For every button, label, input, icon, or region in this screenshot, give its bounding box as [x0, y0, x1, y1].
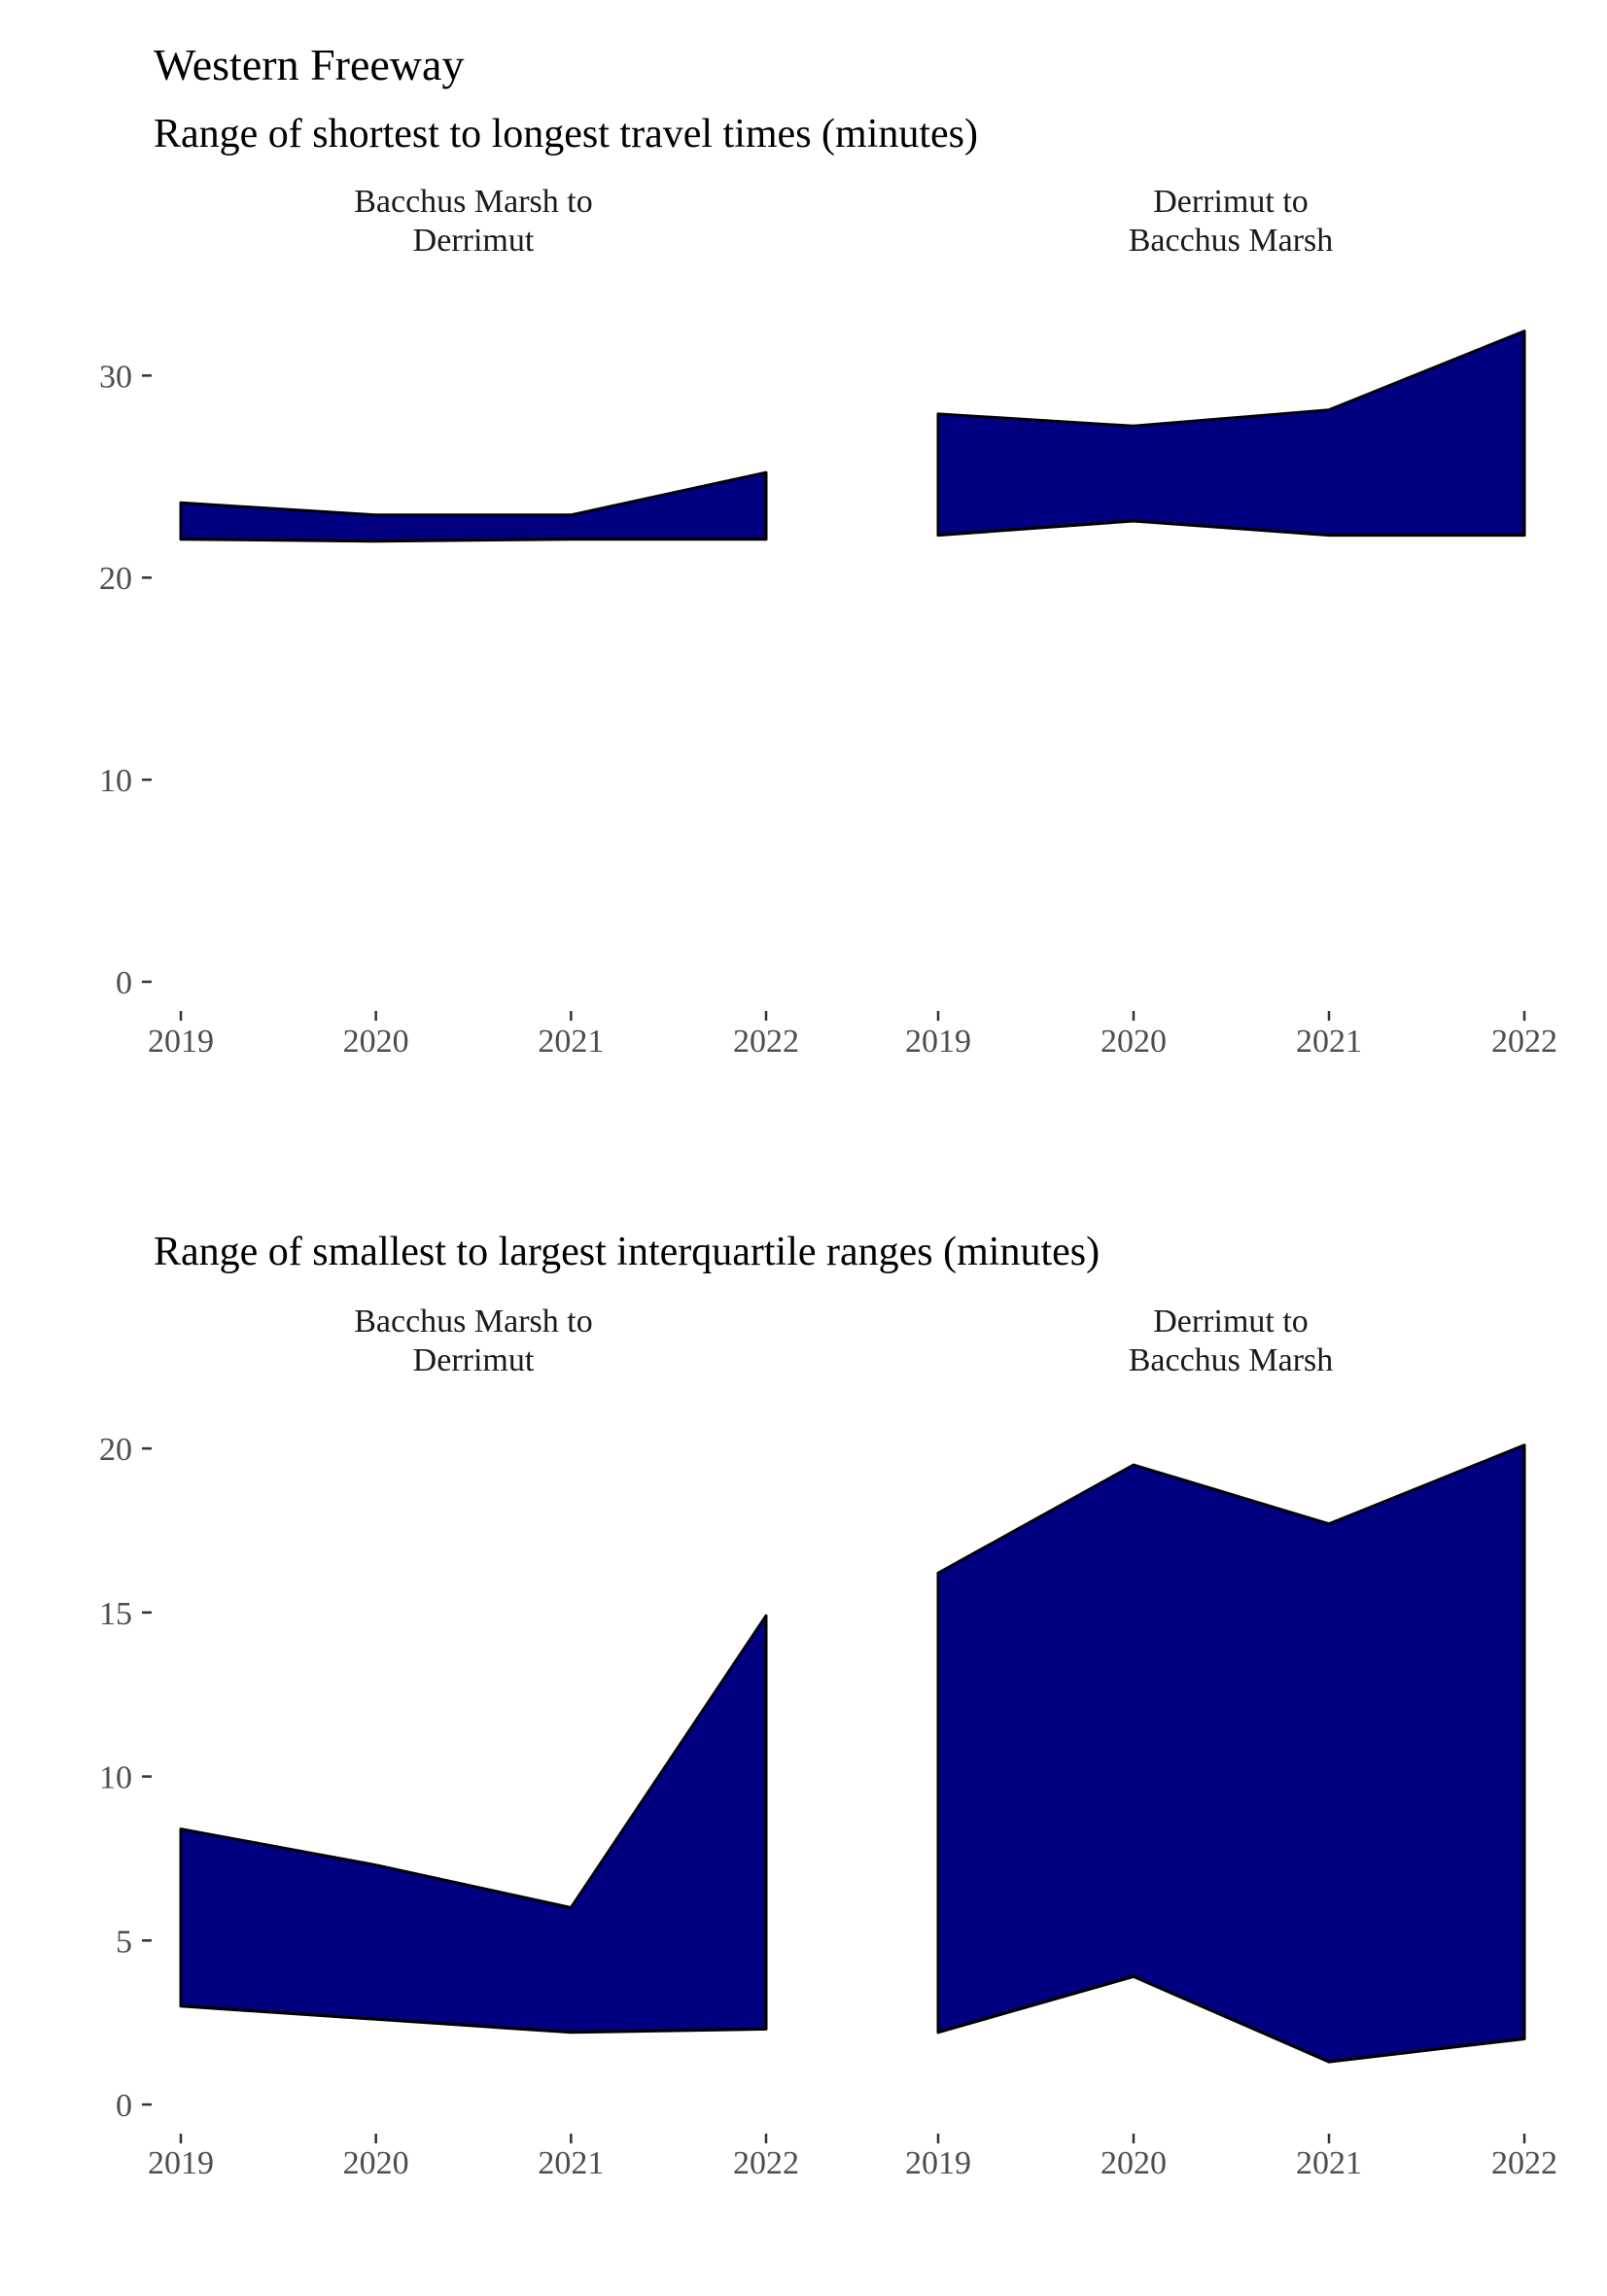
- x-tick-label: 2020: [343, 1024, 409, 1060]
- x-tick-label: 2022: [1491, 2145, 1557, 2181]
- x-tick-label: 2020: [343, 2145, 409, 2181]
- facet-strip-label: Bacchus Marsh to: [354, 184, 593, 220]
- x-tick-label: 2022: [733, 1024, 799, 1060]
- x-tick-label: 2019: [905, 1024, 971, 1060]
- x-tick-label: 2019: [148, 2145, 214, 2181]
- facet-strip-label: Bacchus Marsh: [1129, 223, 1334, 259]
- y-tick-label: 20: [99, 561, 132, 597]
- x-tick-label: 2019: [148, 1024, 214, 1060]
- x-tick-label: 2021: [1296, 2145, 1362, 2181]
- y-tick-label: 10: [99, 763, 132, 799]
- range-ribbon: [936, 1444, 1526, 2064]
- facet-strip-label: Derrimut to: [1153, 184, 1309, 220]
- x-tick-label: 2021: [1296, 1024, 1362, 1060]
- x-tick-label: 2022: [733, 2145, 799, 2181]
- y-tick-label: 20: [99, 1432, 132, 1468]
- chart2-subtitle: Range of smallest to largest interquarti…: [154, 1230, 1100, 1274]
- x-tick-label: 2021: [538, 2145, 604, 2181]
- facet-strip-label: Derrimut: [413, 1342, 535, 1378]
- x-tick-label: 2019: [905, 2145, 971, 2181]
- y-tick-label: 0: [116, 965, 132, 1001]
- range-ribbon: [936, 330, 1526, 538]
- y-tick-label: 0: [116, 2088, 132, 2124]
- range-ribbon: [179, 470, 768, 543]
- y-tick-label: 15: [99, 1596, 132, 1632]
- chart1-subtitle: Range of shortest to longest travel time…: [154, 112, 978, 157]
- facet-strip-label: Bacchus Marsh to: [354, 1304, 593, 1339]
- facet-strip-label: Bacchus Marsh: [1129, 1342, 1334, 1378]
- y-tick-label: 10: [99, 1760, 132, 1796]
- chart-title: Western Freeway: [154, 40, 464, 89]
- x-tick-label: 2021: [538, 1024, 604, 1060]
- range-ribbon: [179, 1614, 768, 2035]
- facet-strip-label: Derrimut: [413, 223, 535, 259]
- facet-strip-label: Derrimut to: [1153, 1304, 1309, 1339]
- x-tick-label: 2022: [1491, 1024, 1557, 1060]
- y-tick-label: 30: [99, 359, 132, 395]
- x-tick-label: 2020: [1100, 1024, 1167, 1060]
- y-tick-label: 5: [116, 1924, 132, 1960]
- x-tick-label: 2020: [1100, 2145, 1167, 2181]
